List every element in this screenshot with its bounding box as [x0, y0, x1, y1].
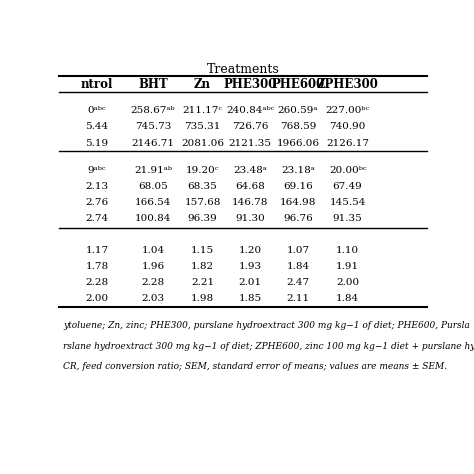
Text: 260.59ᵃ: 260.59ᵃ: [278, 106, 318, 115]
Text: 68.05: 68.05: [138, 182, 168, 191]
Text: 96.76: 96.76: [283, 214, 313, 223]
Text: 0ᵃᵇᶜ: 0ᵃᵇᶜ: [88, 106, 106, 115]
Text: 2.76: 2.76: [85, 198, 109, 207]
Text: 96.39: 96.39: [188, 214, 218, 223]
Text: 240.84ᵃᵇᶜ: 240.84ᵃᵇᶜ: [226, 106, 274, 115]
Text: 1.10: 1.10: [336, 246, 359, 255]
Text: ytoluene; Zn, zinc; PHE300, purslane hydroextract 300 mg kg−1 of diet; PHE600, P: ytoluene; Zn, zinc; PHE300, purslane hyd…: [63, 321, 470, 330]
Text: 1.85: 1.85: [239, 294, 262, 303]
Text: 20.00ᵇᶜ: 20.00ᵇᶜ: [329, 166, 366, 175]
Text: 146.78: 146.78: [232, 198, 268, 207]
Text: 5.44: 5.44: [85, 122, 109, 131]
Text: 68.35: 68.35: [188, 182, 218, 191]
Text: 1.07: 1.07: [286, 246, 310, 255]
Text: 1.15: 1.15: [191, 246, 214, 255]
Text: 64.68: 64.68: [236, 182, 265, 191]
Text: 2.28: 2.28: [85, 278, 109, 287]
Text: 91.30: 91.30: [236, 214, 265, 223]
Text: 1.91: 1.91: [336, 262, 359, 271]
Text: 1.84: 1.84: [336, 294, 359, 303]
Text: 5.19: 5.19: [85, 138, 109, 147]
Text: 2.28: 2.28: [141, 278, 164, 287]
Text: Zn: Zn: [194, 78, 211, 91]
Text: 100.84: 100.84: [135, 214, 171, 223]
Text: 2.47: 2.47: [286, 278, 310, 287]
Text: 2.74: 2.74: [85, 214, 109, 223]
Text: 211.17ᶜ: 211.17ᶜ: [182, 106, 222, 115]
Text: 1.17: 1.17: [85, 246, 109, 255]
Text: 1.20: 1.20: [239, 246, 262, 255]
Text: 166.54: 166.54: [135, 198, 171, 207]
Text: 21.91ᵃᵇ: 21.91ᵃᵇ: [134, 166, 172, 175]
Text: 19.20ᶜ: 19.20ᶜ: [186, 166, 219, 175]
Text: 1.96: 1.96: [141, 262, 164, 271]
Text: 23.18ᵃ: 23.18ᵃ: [281, 166, 315, 175]
Text: 1.84: 1.84: [286, 262, 310, 271]
Text: 227.00ᵇᶜ: 227.00ᵇᶜ: [326, 106, 370, 115]
Text: 1.82: 1.82: [191, 262, 214, 271]
Text: 145.54: 145.54: [329, 198, 366, 207]
Text: 735.31: 735.31: [184, 122, 221, 131]
Text: 2146.71: 2146.71: [131, 138, 174, 147]
Text: 69.16: 69.16: [283, 182, 313, 191]
Text: Treatments: Treatments: [207, 63, 279, 76]
Text: 2121.35: 2121.35: [229, 138, 272, 147]
Text: 2081.06: 2081.06: [181, 138, 224, 147]
Text: 91.35: 91.35: [333, 214, 363, 223]
Text: 745.73: 745.73: [135, 122, 171, 131]
Text: BHT: BHT: [138, 78, 168, 91]
Text: 258.67ᵃᵇ: 258.67ᵃᵇ: [131, 106, 175, 115]
Text: 2.11: 2.11: [286, 294, 310, 303]
Text: 2.00: 2.00: [336, 278, 359, 287]
Text: 157.68: 157.68: [184, 198, 221, 207]
Text: 726.76: 726.76: [232, 122, 268, 131]
Text: 164.98: 164.98: [280, 198, 316, 207]
Text: 2.01: 2.01: [239, 278, 262, 287]
Text: 2126.17: 2126.17: [326, 138, 369, 147]
Text: 768.59: 768.59: [280, 122, 316, 131]
Text: ntrol: ntrol: [81, 78, 113, 91]
Text: 9ᵃᵇᶜ: 9ᵃᵇᶜ: [88, 166, 106, 175]
Text: CR, feed conversion ratio; SEM, standard error of means; values are means ± SEM.: CR, feed conversion ratio; SEM, standard…: [63, 362, 447, 371]
Text: 1.98: 1.98: [191, 294, 214, 303]
Text: 2.03: 2.03: [141, 294, 164, 303]
Text: 23.48ᵃ: 23.48ᵃ: [233, 166, 267, 175]
Text: 1.93: 1.93: [239, 262, 262, 271]
Text: 2.21: 2.21: [191, 278, 214, 287]
Text: PHE300: PHE300: [224, 78, 277, 91]
Text: 1966.06: 1966.06: [276, 138, 319, 147]
Text: 2.13: 2.13: [85, 182, 109, 191]
Text: rslane hydroextract 300 mg kg−1 of diet; ZPHE600, zinc 100 mg kg−1 diet + pursla: rslane hydroextract 300 mg kg−1 of diet;…: [63, 342, 474, 351]
Text: 1.78: 1.78: [85, 262, 109, 271]
Text: 740.90: 740.90: [329, 122, 366, 131]
Text: 67.49: 67.49: [333, 182, 363, 191]
Text: 2.00: 2.00: [85, 294, 109, 303]
Text: 1.04: 1.04: [141, 246, 164, 255]
Text: ZPHE300: ZPHE300: [317, 78, 379, 91]
Text: PHE600: PHE600: [272, 78, 325, 91]
